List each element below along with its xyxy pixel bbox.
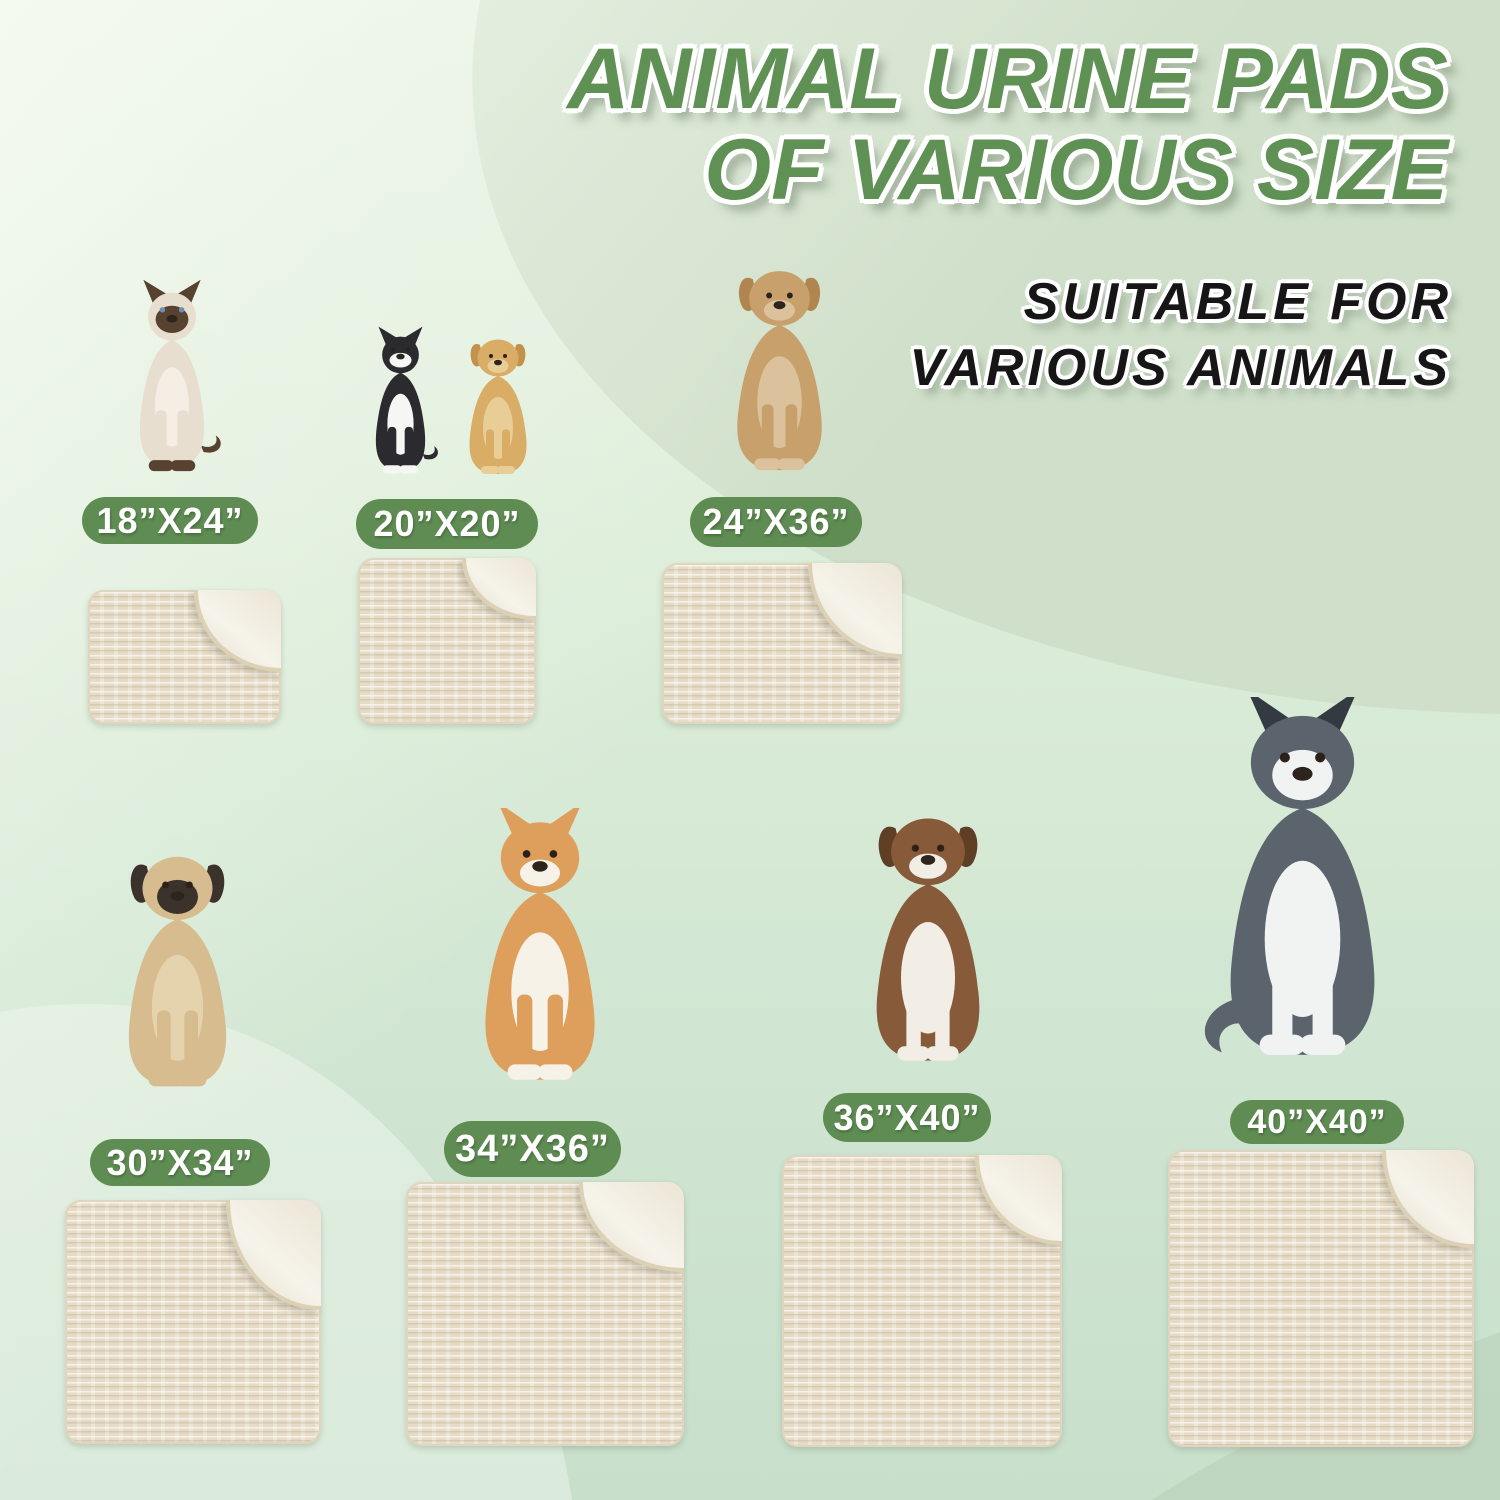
- page-subtitle-line1: SUITABLE FOR: [1023, 273, 1452, 331]
- size-badge-36x40: 36”X40”: [823, 1093, 991, 1142]
- pad-24x36: [662, 563, 902, 724]
- pad-30x34: [65, 1200, 321, 1444]
- pad-folded-corner: [578, 1182, 684, 1272]
- pad-36x40: [782, 1155, 1062, 1447]
- siamese-cat-photo: [102, 277, 242, 482]
- pad-folded-corner: [1382, 1150, 1474, 1248]
- size-badge-24x36: 24”X36”: [690, 497, 862, 547]
- husky-photo: [1160, 689, 1445, 1075]
- page-subtitle: SUITABLE FOR VARIOUS ANIMALS: [910, 270, 1452, 401]
- pad-folded-corner: [193, 590, 281, 672]
- size-badge-label: 30”X34”: [106, 1141, 254, 1183]
- pad-40x40: [1168, 1150, 1474, 1447]
- size-badge-40x40: 40”X40”: [1230, 1100, 1404, 1144]
- page-subtitle-line2: VARIOUS ANIMALS: [909, 338, 1452, 397]
- pad-folded-corner: [462, 558, 536, 621]
- size-badge-label: 20”X20”: [373, 503, 521, 544]
- corgi-photo: [415, 802, 665, 1095]
- size-badge-18x24: 18”X24”: [82, 497, 258, 544]
- pad-folded-corner: [226, 1200, 321, 1310]
- size-badge-label: 40”X40”: [1247, 1102, 1387, 1141]
- size-badge-label: 36”X40”: [833, 1096, 981, 1138]
- pug-photo: [90, 844, 265, 1100]
- size-badge-30x34: 30”X34”: [90, 1139, 270, 1186]
- size-badge-label: 34”X36”: [455, 1127, 610, 1170]
- size-badge-20x20: 20”X20”: [356, 499, 538, 549]
- size-badge-label: 18”X24”: [96, 499, 244, 541]
- size-badge-34x36: 34”X36”: [444, 1121, 621, 1177]
- tan-dog-photo: [692, 260, 867, 482]
- page-title-line1: ANIMAL URINE PADS: [567, 31, 1448, 127]
- labrador-puppy-photo: [448, 296, 548, 482]
- pad-20x20: [358, 558, 536, 724]
- pad-folded-corner: [975, 1155, 1062, 1246]
- pad-18x24: [88, 590, 281, 724]
- size-badge-label: 24”X36”: [702, 501, 850, 542]
- pad-34x36: [406, 1182, 684, 1446]
- page-title-line2: OF VARIOUS SIZE: [704, 122, 1448, 219]
- australian-shepherd-photo: [838, 763, 1018, 1075]
- pad-folded-corner: [808, 563, 902, 659]
- page-title: ANIMAL URINE PADS OF VARIOUS SIZE: [567, 31, 1448, 219]
- black-white-cat-photo: [348, 270, 453, 482]
